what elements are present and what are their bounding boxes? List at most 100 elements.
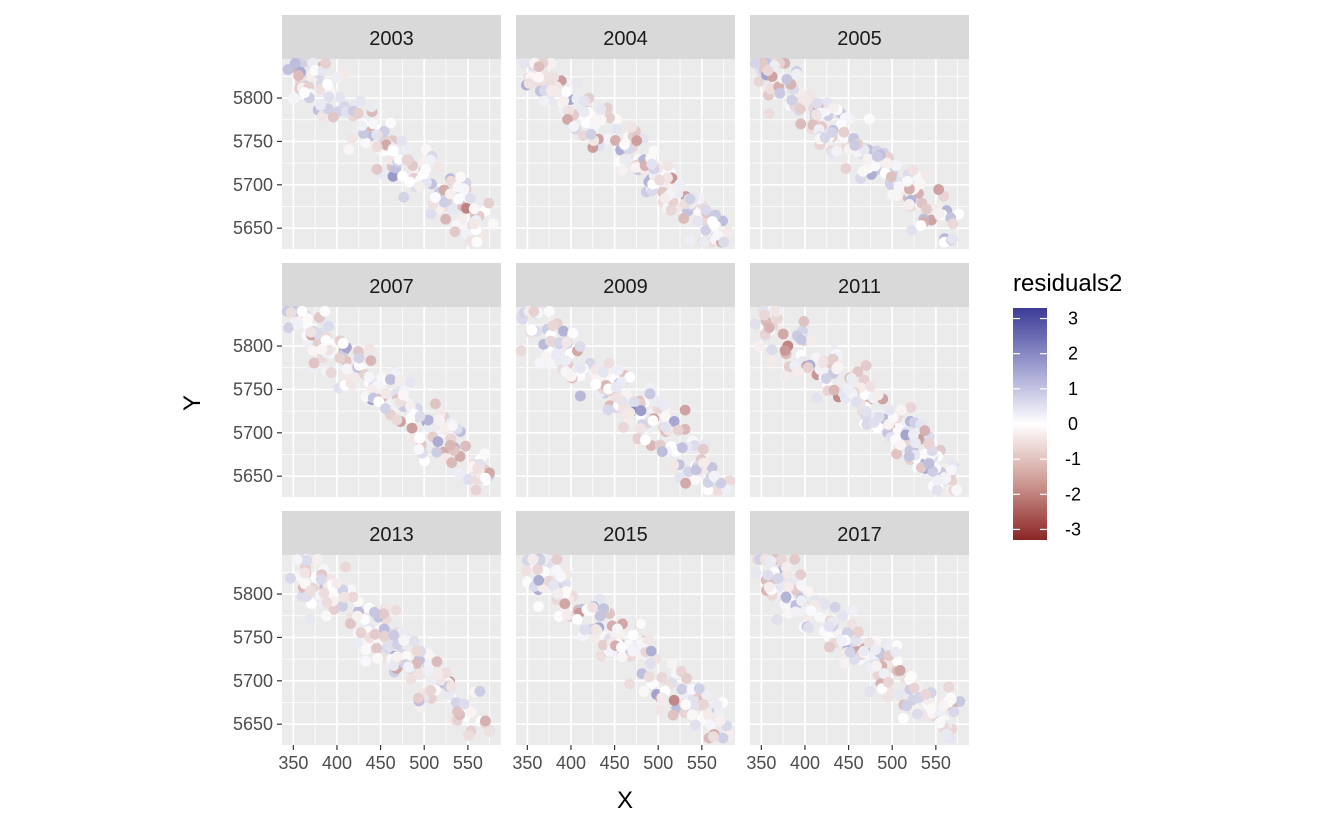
y-tick-label: 5750 xyxy=(233,131,273,151)
data-point xyxy=(458,183,470,195)
data-point xyxy=(594,593,605,605)
data-point xyxy=(762,65,774,76)
x-tick-label: 350 xyxy=(512,753,542,773)
data-point xyxy=(703,710,714,721)
data-point xyxy=(425,154,436,166)
data-point xyxy=(558,95,570,106)
data-point xyxy=(698,457,709,469)
data-point xyxy=(413,692,424,704)
data-point xyxy=(908,164,919,176)
data-point xyxy=(463,474,474,485)
data-point xyxy=(472,463,484,474)
data-point xyxy=(672,424,684,436)
data-point xyxy=(590,624,602,635)
data-point xyxy=(819,597,831,608)
y-tick-label: 5750 xyxy=(233,627,273,647)
data-point xyxy=(371,642,382,654)
data-point xyxy=(923,458,935,469)
data-point xyxy=(561,86,572,98)
data-point xyxy=(656,446,668,457)
data-point xyxy=(483,197,495,209)
data-point xyxy=(817,356,829,368)
data-point xyxy=(805,335,817,347)
data-point xyxy=(766,344,778,356)
scatter-points xyxy=(285,553,495,741)
data-point xyxy=(666,658,678,669)
data-point xyxy=(646,158,658,170)
data-point xyxy=(312,553,323,565)
y-axis-title: Y xyxy=(179,395,206,411)
data-point xyxy=(282,64,294,75)
data-point xyxy=(891,190,902,202)
data-point xyxy=(708,470,720,482)
y-tick-label: 5700 xyxy=(233,671,273,691)
legend-tick-label: -3 xyxy=(1065,519,1081,539)
data-point xyxy=(568,121,580,132)
facet-strip xyxy=(750,263,969,307)
data-point xyxy=(923,438,934,449)
data-point xyxy=(579,95,590,107)
data-point xyxy=(779,370,791,382)
data-point xyxy=(550,348,562,360)
data-point xyxy=(869,160,881,172)
data-point xyxy=(689,474,701,486)
data-point xyxy=(692,215,704,227)
data-point xyxy=(619,139,630,151)
data-point xyxy=(602,404,614,416)
data-point xyxy=(403,661,414,673)
data-point xyxy=(291,554,303,566)
data-point xyxy=(346,132,358,144)
data-point xyxy=(759,309,770,321)
data-point xyxy=(390,604,402,616)
data-point xyxy=(413,444,425,455)
data-point xyxy=(323,320,334,332)
data-point xyxy=(433,161,445,173)
data-point xyxy=(643,634,654,646)
data-point xyxy=(933,184,944,195)
data-point xyxy=(908,682,920,694)
data-point xyxy=(857,166,869,177)
data-point xyxy=(693,683,705,694)
data-point xyxy=(378,608,390,620)
data-point xyxy=(317,110,328,122)
data-point xyxy=(480,472,491,484)
data-point xyxy=(846,373,857,384)
data-point xyxy=(865,381,876,392)
x-axis-title: X xyxy=(617,787,633,814)
data-point xyxy=(296,305,308,317)
data-point xyxy=(919,425,931,436)
data-point xyxy=(560,586,572,597)
legend-tick-label: -1 xyxy=(1065,449,1081,469)
data-point xyxy=(388,660,400,671)
data-point xyxy=(680,699,692,710)
data-point xyxy=(638,686,650,697)
data-point xyxy=(654,704,666,716)
data-point xyxy=(334,352,346,364)
data-point xyxy=(579,624,591,636)
data-point xyxy=(794,103,806,115)
data-point xyxy=(635,423,647,434)
data-point xyxy=(947,218,959,230)
data-point xyxy=(373,396,385,407)
data-point xyxy=(543,305,555,317)
data-point xyxy=(533,601,544,612)
data-point xyxy=(660,192,671,204)
scatter-points xyxy=(750,553,966,744)
data-point xyxy=(372,652,383,664)
data-point xyxy=(750,567,762,579)
data-point xyxy=(452,193,464,205)
facet-strip-label: 2003 xyxy=(369,28,414,50)
data-point xyxy=(900,429,912,441)
data-point xyxy=(425,692,437,704)
data-point xyxy=(618,421,629,433)
data-point xyxy=(920,688,932,700)
data-point xyxy=(873,411,885,423)
data-point xyxy=(341,363,353,375)
data-point xyxy=(430,398,441,410)
data-point xyxy=(414,410,426,422)
data-point xyxy=(318,587,330,599)
facet-strip-label: 2004 xyxy=(603,28,648,50)
data-point xyxy=(635,405,647,417)
